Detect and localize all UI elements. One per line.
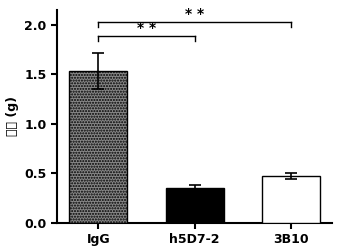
- Bar: [69, 71, 127, 223]
- Bar: [166, 188, 223, 223]
- Bar: [262, 176, 320, 223]
- Text: * *: * *: [185, 7, 204, 21]
- Text: * *: * *: [137, 21, 156, 36]
- Y-axis label: 重量 (g): 重量 (g): [5, 96, 19, 136]
